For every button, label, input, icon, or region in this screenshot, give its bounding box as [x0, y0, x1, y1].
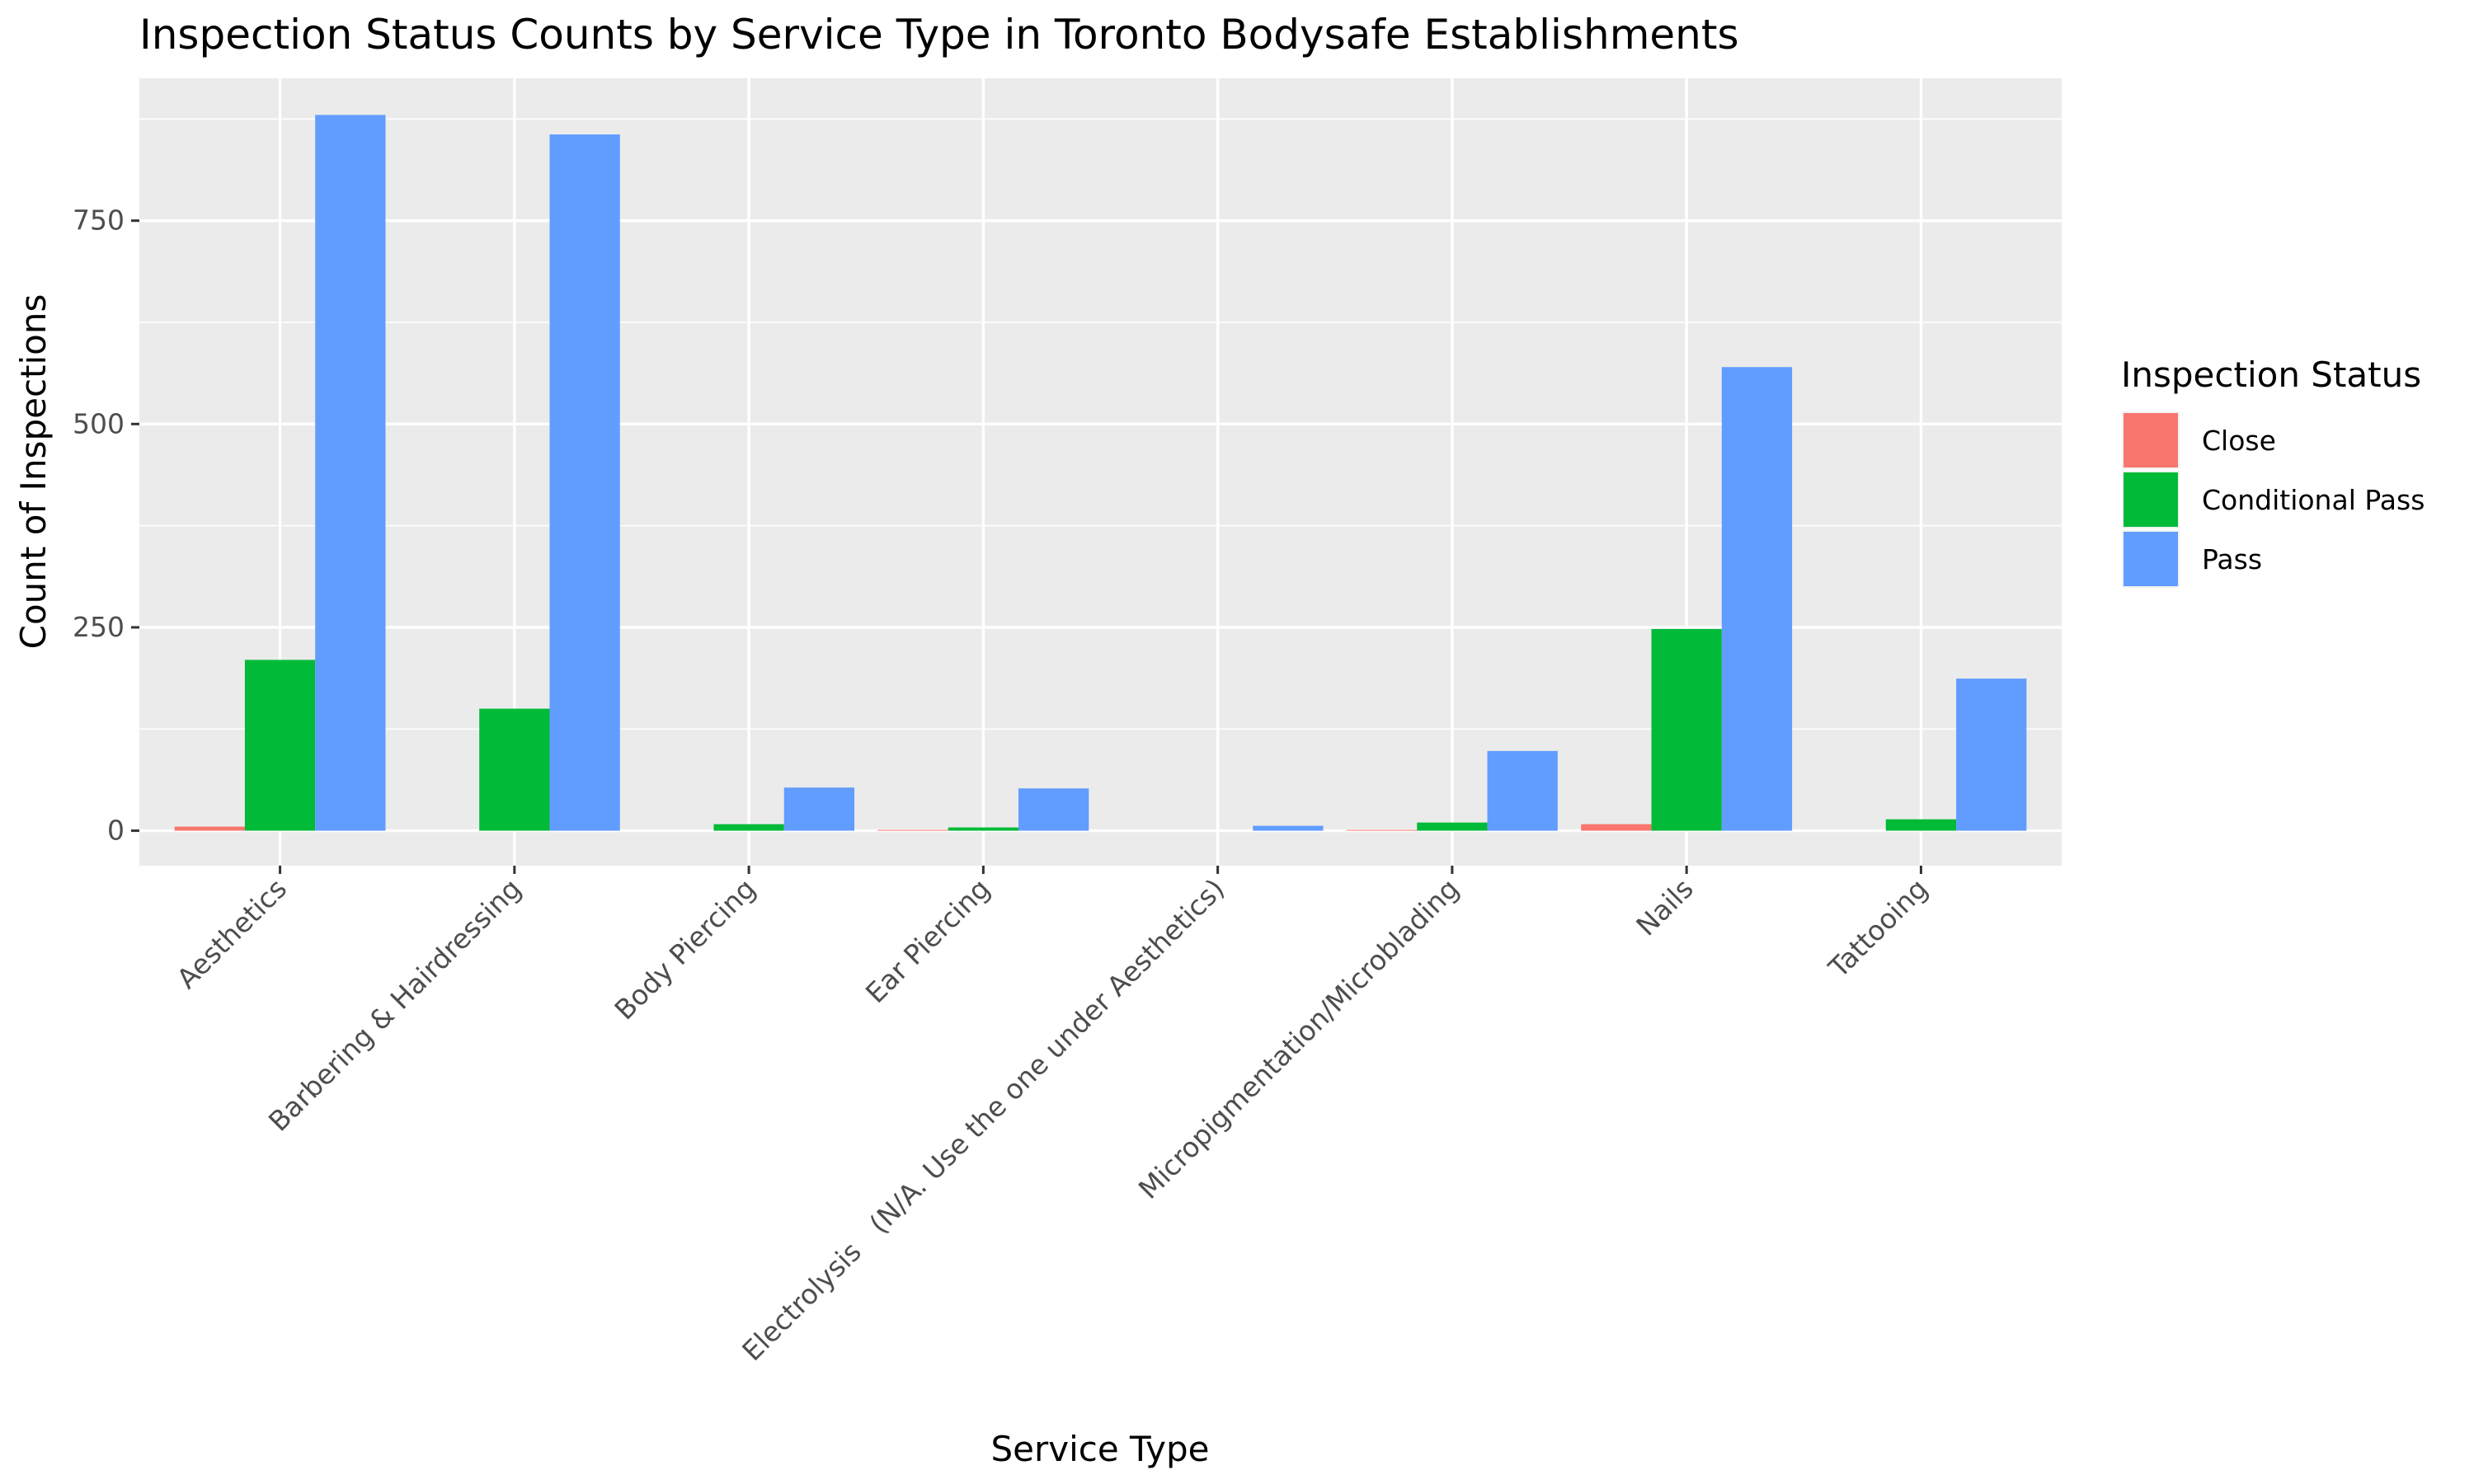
bar-pass [1721, 367, 1793, 831]
bar-close [1346, 829, 1418, 831]
legend-items: Close Conditional Pass Pass [2122, 411, 2425, 588]
bar-close [877, 829, 948, 831]
legend-label: Conditional Pass [2202, 484, 2425, 516]
bar-conditional-pass [1651, 628, 1722, 831]
y-tick-label: 250 [73, 611, 125, 643]
bar-pass [549, 134, 620, 831]
bars [174, 115, 2027, 831]
legend-swatch [2124, 532, 2178, 586]
bar-conditional-pass [479, 708, 550, 831]
y-tick-label: 0 [107, 815, 125, 847]
bar-pass [1018, 788, 1089, 831]
legend-swatch [2124, 413, 2178, 467]
bar-pass [1956, 679, 2027, 831]
bar-conditional-pass [948, 827, 1019, 831]
y-axis: 0 250 500 750 [73, 204, 139, 847]
bar-pass [315, 115, 386, 831]
bar-conditional-pass [1885, 819, 1957, 831]
legend-swatch [2124, 472, 2178, 527]
legend-label: Pass [2202, 543, 2262, 575]
bar-pass [1253, 825, 1324, 831]
legend-label: Close [2202, 425, 2276, 457]
chart-title: Inspection Status Counts by Service Type… [139, 11, 1739, 59]
legend-title: Inspection Status [2121, 355, 2421, 395]
legend: Inspection Status Close Conditional Pass P… [2121, 355, 2425, 588]
bar-conditional-pass [1417, 822, 1488, 831]
bar-close [1581, 824, 1652, 831]
bar-close [174, 826, 245, 831]
x-axis-title: Service Type [990, 1429, 1209, 1469]
y-tick-label: 500 [73, 407, 125, 439]
bar-pass [783, 787, 855, 831]
bar-conditional-pass [713, 824, 784, 831]
bar-conditional-pass [244, 660, 316, 831]
y-axis-title: Count of Inspections [13, 294, 54, 650]
y-tick-label: 750 [73, 204, 125, 237]
bar-pass [1487, 750, 1558, 831]
